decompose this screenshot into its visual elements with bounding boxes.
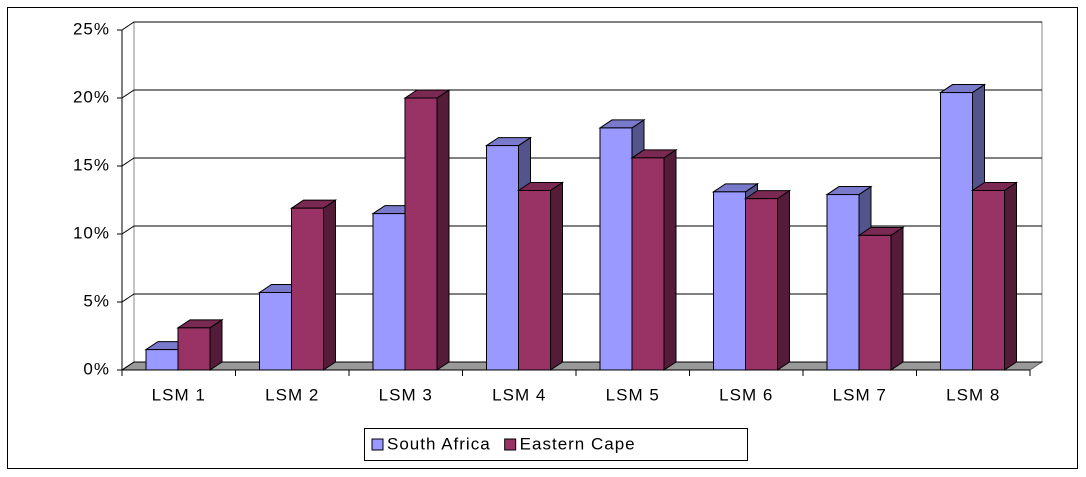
bar-front [599,127,633,371]
bar-side [436,89,450,371]
legend-label: Eastern Cape [520,434,636,453]
bar-side [663,148,677,371]
x-tick-label: LSM 4 [492,385,546,404]
bar-front [177,327,211,371]
y-tick-label: 25% [73,19,110,38]
bar-side [550,181,563,371]
x-tick-label: LSM 5 [606,385,660,404]
x-tick-label: LSM 1 [152,385,206,404]
bar-side [1004,181,1017,371]
bar-front [372,213,406,371]
bar [176,318,224,371]
legend-swatch [371,438,384,451]
bar-front [259,291,292,371]
legend: South Africa Eastern Cape [364,428,748,461]
bar [970,181,1019,371]
bar-front [972,189,1005,371]
y-tick-label: 0% [83,359,110,378]
bar [289,199,338,371]
grid-line [121,21,1042,31]
y-tick-label: 10% [73,223,110,242]
x-tick-label: LSM 6 [719,385,773,404]
bar-side [209,318,223,371]
bar-side [323,199,336,371]
bar [857,226,905,371]
legend-label: South Africa [387,434,491,453]
bar-front [858,234,892,371]
bar-front [826,194,860,371]
bar-front [713,191,746,371]
bar-front [940,92,973,371]
bar-front [291,207,324,371]
x-tick-label: LSM 7 [833,385,887,404]
bar-front [631,157,665,371]
bar [403,89,451,371]
bar-side [777,189,790,371]
x-tick-label: LSM 2 [265,385,319,404]
bar-front [145,349,179,371]
legend-swatch [504,438,517,451]
bar-front [518,189,551,371]
y-tick-label: 20% [73,87,110,106]
y-tick-label: 5% [83,291,110,310]
bar-front [745,198,778,371]
bar-front [404,97,438,371]
bar [630,148,678,371]
bar [516,181,565,371]
y-tick-label: 15% [73,155,110,174]
x-tick-label: LSM 8 [946,385,1000,404]
legend-box [364,428,748,461]
x-tick-label: LSM 3 [379,385,433,404]
bar-front [486,145,519,371]
grid-line [121,89,1042,99]
bar [743,189,792,371]
bar-side [890,226,904,371]
grid-line [121,157,1042,167]
